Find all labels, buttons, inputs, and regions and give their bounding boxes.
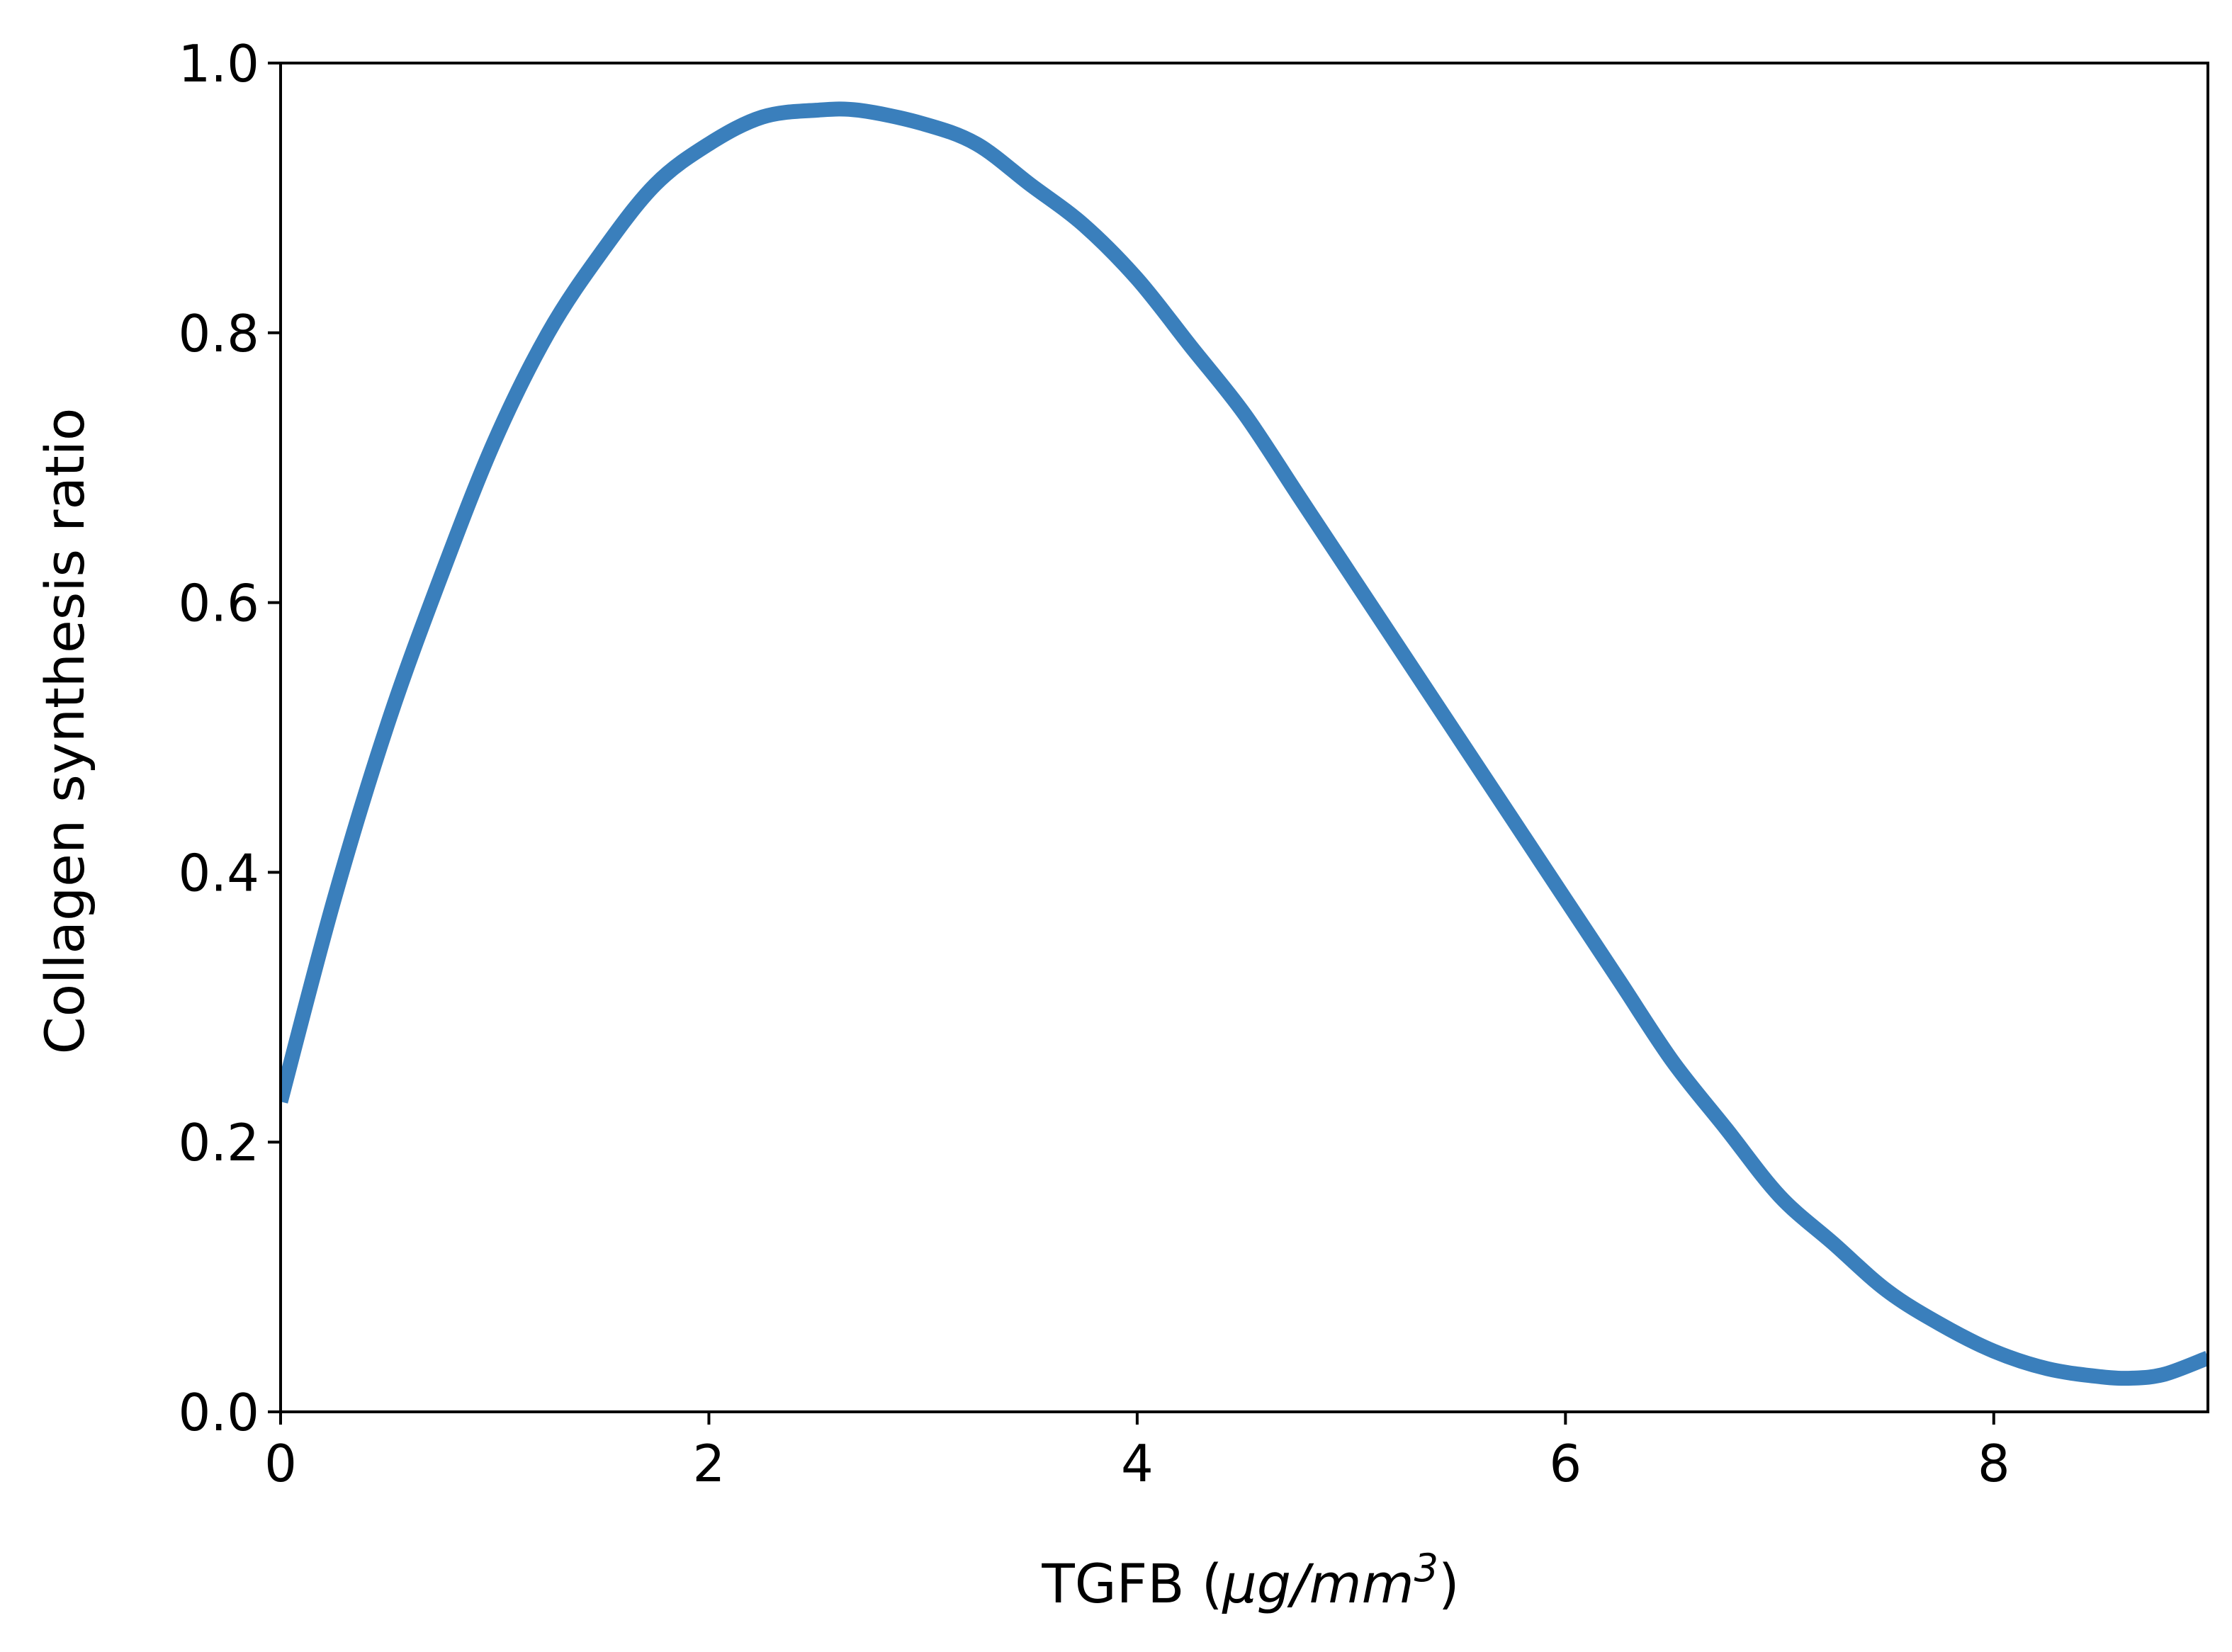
y-tick-label: 0.8	[178, 304, 259, 363]
y-tick-label: 0.2	[178, 1113, 259, 1172]
x-axis-label: TGFB (μg/mm3)	[1041, 1546, 1459, 1615]
x-tick-label: 2	[693, 1434, 726, 1493]
y-tick-label: 1.0	[178, 34, 259, 94]
x-tick-label: 4	[1121, 1434, 1154, 1493]
y-tick-label: 0.6	[178, 574, 259, 633]
x-axis-label-text: TGFB (	[1041, 1552, 1222, 1615]
y-axis-label: Collagen synthesis ratio	[33, 408, 96, 1055]
x-axis-label-unit-superscript: 3	[1414, 1546, 1438, 1590]
x-axis-label-close: )	[1438, 1552, 1460, 1615]
x-axis-ticks: 0 2 4 6 8	[264, 1412, 2010, 1493]
y-axis-ticks: 0.0 0.2 0.4 0.6 0.8 1.0	[178, 34, 281, 1442]
y-tick-label: 0.0	[178, 1383, 259, 1442]
x-tick-label: 8	[1978, 1434, 2010, 1493]
series-line-0	[281, 101, 2208, 1386]
x-tick-label: 6	[1549, 1434, 1582, 1493]
plot-line-layer	[281, 101, 2208, 1386]
plot-frame	[279, 62, 2209, 1413]
y-tick-label: 0.4	[178, 843, 259, 903]
x-axis-label-unit: μg/mm	[1222, 1552, 1414, 1615]
x-tick-label: 0	[264, 1434, 297, 1493]
